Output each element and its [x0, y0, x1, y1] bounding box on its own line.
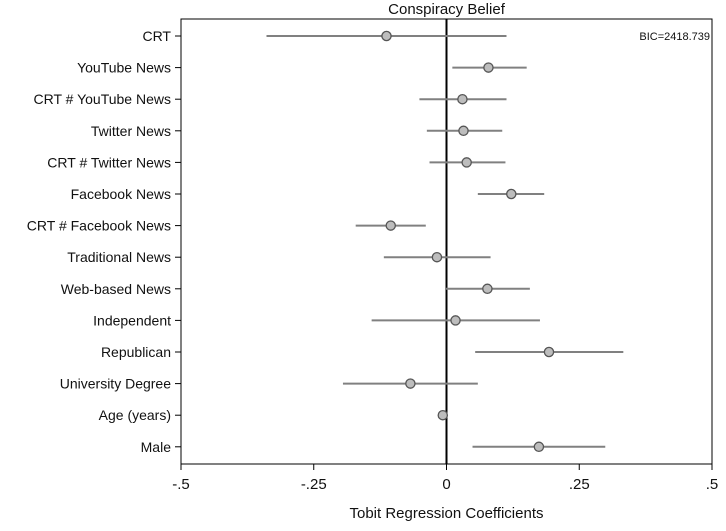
point-estimate [381, 30, 392, 42]
x-tick-label: .5 [706, 476, 719, 493]
point-estimate [482, 283, 493, 295]
x-axis: -.5 -.25 0 .25 .5 [172, 464, 718, 493]
point-estimate [461, 157, 472, 168]
y-axis: CRT YouTube News CRT # YouTube News Twitter… [27, 28, 181, 455]
point-estimates [381, 30, 555, 453]
y-tick-label: Male [141, 439, 172, 455]
y-tick-label: CRT # Facebook News [27, 218, 171, 234]
point-estimate [385, 220, 396, 231]
y-tick-label: Independent [93, 312, 171, 328]
x-tick-label: 0 [442, 476, 450, 493]
bic-annotation: BIC=2418.739 [639, 31, 710, 43]
x-tick-label: .25 [569, 476, 590, 493]
point-estimate [543, 346, 555, 358]
point-estimate [506, 188, 517, 200]
y-tick-label: Republican [101, 344, 171, 360]
point-estimate [437, 409, 449, 421]
point-estimate [431, 251, 443, 263]
x-axis-label: Tobit Regression Coefficients [350, 505, 544, 522]
y-tick-label: Traditional News [67, 249, 171, 265]
y-tick-label: YouTube News [77, 60, 171, 76]
point-estimate [483, 62, 494, 73]
y-tick-label: Age (years) [99, 407, 171, 423]
y-tick-label: CRT [142, 28, 171, 44]
y-tick-label: University Degree [60, 376, 171, 392]
point-estimate [457, 93, 468, 105]
y-tick-label: Web-based News [61, 281, 171, 297]
y-tick-label: CRT # Twitter News [47, 154, 171, 170]
point-estimate [533, 441, 545, 453]
confidence-intervals [266, 35, 624, 448]
point-estimate [405, 378, 416, 389]
x-tick-label: -.5 [172, 476, 190, 493]
y-tick-label: Twitter News [91, 123, 171, 139]
point-estimate [450, 315, 461, 326]
x-tick-label: -.25 [301, 476, 327, 493]
y-tick-label: CRT # YouTube News [34, 91, 172, 107]
y-tick-label: Facebook News [71, 186, 171, 202]
point-estimate [458, 125, 469, 137]
chart-title: Conspiracy Belief [388, 1, 506, 18]
